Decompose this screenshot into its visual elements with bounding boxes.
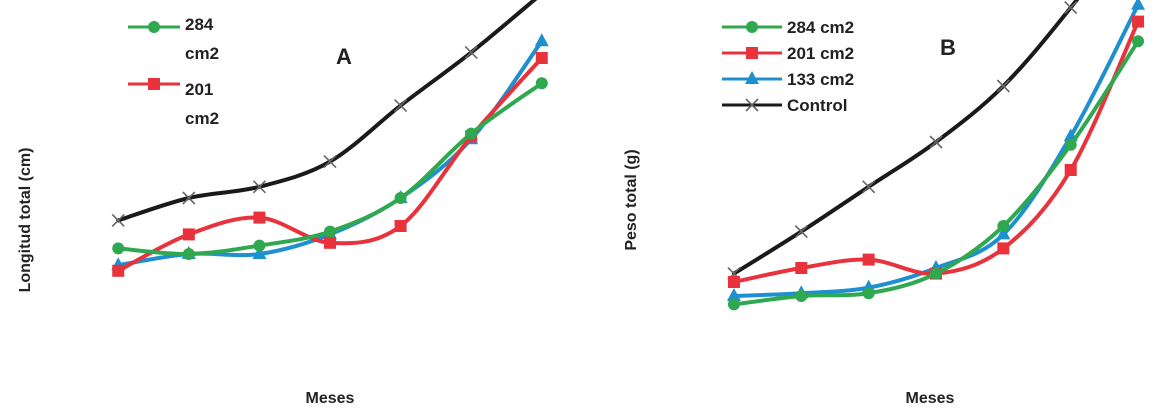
data-point — [465, 127, 478, 140]
data-point — [182, 228, 195, 241]
data-point — [795, 262, 808, 274]
series-line — [116, 0, 538, 223]
data-point — [323, 155, 337, 169]
series-1 — [727, 35, 1145, 311]
data-point — [394, 192, 407, 204]
y-axis-title: Peso total (g) — [623, 149, 640, 250]
data-point — [862, 287, 875, 300]
legend-marker — [745, 71, 759, 84]
series-4 — [727, 0, 1080, 281]
data-point — [252, 246, 267, 259]
legend-item: 284 cm2 — [128, 15, 219, 63]
data-point — [253, 239, 266, 252]
y-axis-title: Longitud total (cm) — [17, 148, 34, 293]
data-point — [1064, 138, 1077, 151]
data-point — [997, 242, 1010, 255]
data-point — [795, 290, 808, 302]
data-point — [1131, 0, 1146, 10]
data-point — [324, 236, 336, 249]
legend-label: cm2 — [185, 44, 219, 63]
data-point — [182, 248, 195, 260]
data-point — [324, 225, 336, 238]
legend-item: 284 cm2 — [722, 18, 854, 37]
legend-marker — [148, 78, 160, 90]
legend-item: 133 cm2 — [722, 70, 854, 89]
series-2 — [112, 52, 548, 277]
chart-panel-b: B Meses Peso total (g) 284 cm2 201 cm2 133 cm… — [623, 0, 1146, 407]
data-point — [929, 135, 943, 149]
legend-marker — [745, 98, 759, 112]
data-point — [112, 264, 125, 277]
data-point — [182, 191, 196, 205]
data-point — [464, 45, 478, 59]
legend-marker — [746, 21, 758, 33]
legend-item: 201 cm2 — [722, 44, 854, 63]
data-point — [862, 253, 875, 266]
data-point — [535, 77, 548, 90]
data-point — [253, 211, 266, 224]
data-point — [1132, 15, 1145, 28]
data-point — [1064, 164, 1077, 176]
data-point — [794, 225, 808, 239]
series-2 — [727, 15, 1145, 288]
legend-label: Control — [787, 96, 847, 115]
data-point — [727, 276, 740, 288]
data-point — [1064, 1, 1078, 15]
legend-label: 284 — [185, 15, 214, 34]
data-point — [862, 180, 876, 194]
panel-letter: A — [336, 44, 352, 69]
data-point — [252, 180, 266, 194]
x-axis-title: Meses — [906, 390, 955, 407]
data-point — [111, 213, 125, 227]
panel-letter: B — [940, 35, 956, 60]
data-point — [996, 79, 1010, 93]
legend-label: 284 cm2 — [787, 18, 854, 37]
data-point — [394, 99, 408, 113]
legend-label: cm2 — [185, 109, 219, 128]
legend: 284 cm2 201 cm2 — [128, 15, 219, 128]
data-point — [726, 288, 741, 301]
x-axis-title: Meses — [306, 390, 355, 407]
chart-panel-a: A Meses Longitud total (cm) 284 cm2 201 cm2 — [17, 0, 549, 407]
series-1 — [112, 77, 548, 260]
legend-label: 201 — [185, 80, 213, 99]
legend-marker — [746, 47, 758, 59]
data-point — [394, 220, 407, 232]
data-point — [1132, 35, 1145, 48]
data-point — [534, 33, 549, 47]
legend-label: 201 cm2 — [787, 44, 854, 63]
legend: 284 cm2 201 cm2 133 cm2 Control — [722, 18, 854, 115]
data-point — [727, 298, 740, 311]
data-point — [997, 220, 1010, 232]
legend-item: Control — [722, 96, 847, 115]
legend-label: 133 cm2 — [787, 70, 854, 89]
series-4 — [111, 0, 548, 227]
legend-item: 201 cm2 — [128, 78, 219, 128]
data-point — [996, 226, 1011, 240]
data-point — [535, 52, 548, 64]
data-point — [930, 267, 942, 280]
legend-marker — [148, 21, 160, 33]
data-point — [112, 242, 125, 255]
